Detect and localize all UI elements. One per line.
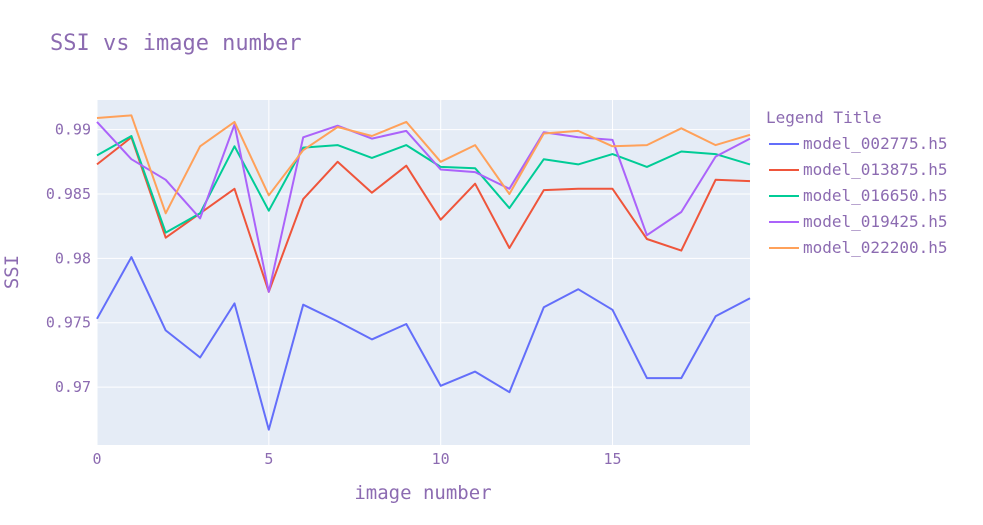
legend: Legend Title model_002775.h5 model_013875… [766,108,948,257]
y-tick-label: 0.97 [55,378,91,396]
series-line-model-022200-h5 [96,114,751,215]
x-axis-title: image number [354,482,491,504]
x-tick-labels: 0 5 10 15 [92,450,621,468]
chart-title: SSI vs image number [50,31,302,56]
y-tick-label: 0.975 [46,314,91,332]
x-tick-label: 0 [92,450,101,468]
plot-background [97,100,750,445]
y-axis-title: SSI [1,255,23,289]
series-line-model-019425-h5 [96,121,751,293]
legend-title: Legend Title [766,108,882,127]
legend-item-label: model_022200.h5 [803,238,948,257]
y-tick-label: 0.99 [55,121,91,139]
series-lines [96,114,751,431]
x-tick-label: 15 [603,450,621,468]
legend-item-label: model_016650.h5 [803,186,948,205]
legend-item-label: model_002775.h5 [803,134,948,153]
x-tick-label: 5 [264,450,273,468]
series-line-model-013875-h5 [96,136,751,293]
grid-lines [96,100,750,445]
y-tick-labels: 0.97 0.975 0.98 0.985 0.99 [46,121,91,396]
x-tick-label: 10 [432,450,450,468]
series-line-model-002775-h5 [96,256,751,431]
y-tick-label: 0.985 [46,185,91,203]
y-tick-label: 0.98 [55,249,91,267]
legend-item-label: model_019425.h5 [803,212,948,231]
legend-item-label: model_013875.h5 [803,160,948,179]
